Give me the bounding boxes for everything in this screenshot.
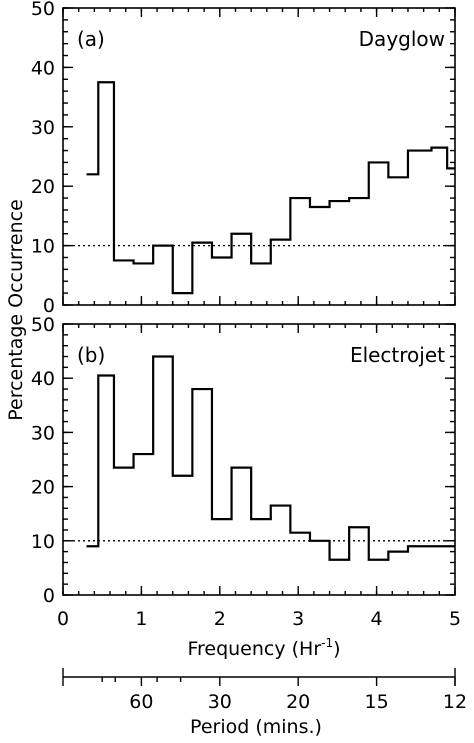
period-tick-label: 15 [365,691,389,713]
y-tick-label: 50 [31,0,55,20]
histogram-step-line [86,355,455,561]
period-tick-label: 12 [443,691,467,713]
period-axis-label: Period (mins.) [190,716,322,738]
panels: 0 10 20 30 40 50 (a) Dayglow 0 10 20 30 40 50 (b) Elect… [31,0,456,607]
x-tick-label: 0 [57,608,69,630]
y-axis-label: Percentage Occurrence [5,199,27,421]
period-tick-label: 60 [129,691,153,713]
x-tick-label: 3 [292,608,304,630]
period-tick-label: 20 [286,691,310,713]
period-tick-label: 30 [208,691,232,713]
plot-frame [62,7,456,306]
x-tick-label: 4 [371,608,383,630]
y-tick-label: 0 [43,295,55,317]
panel-name: Electrojet [350,343,445,367]
y-tick-label: 30 [31,422,55,444]
x-axis-label-superscript: -1 [321,636,333,650]
panel-dayglow: 0 10 20 30 40 50 (a) Dayglow [31,0,456,317]
y-tick-label: 10 [31,531,55,553]
y-tick-label: 0 [43,585,55,607]
y-tick-label: 20 [31,477,55,499]
y-tick-label: 20 [31,176,55,198]
y-tick-label: 30 [31,117,55,139]
panel-electrojet: 0 10 20 30 40 50 (b) Electrojet [31,314,456,607]
plot-frame [62,323,456,596]
x-tick-label: 2 [214,608,226,630]
x-axis-label-main: Frequency (Hr [187,638,321,660]
panel-name: Dayglow [359,27,445,51]
panel-label: (a) [77,27,105,51]
y-tick-label: 40 [31,368,55,390]
y-tick-label: 50 [31,314,55,336]
x-tick-label: 1 [135,608,147,630]
panel-label: (b) [77,343,105,367]
histogram-step-line [86,81,455,295]
y-tick-label: 10 [31,236,55,258]
frequency-axis: 0 1 2 3 4 5 [57,608,461,630]
x-tick-label: 5 [449,608,461,630]
y-tick-label: 40 [31,57,55,79]
x-axis-label-close: ) [333,638,340,660]
period-axis: 60 30 20 15 12 [62,668,467,713]
x-axis-label: Frequency (Hr-1) [187,636,340,660]
